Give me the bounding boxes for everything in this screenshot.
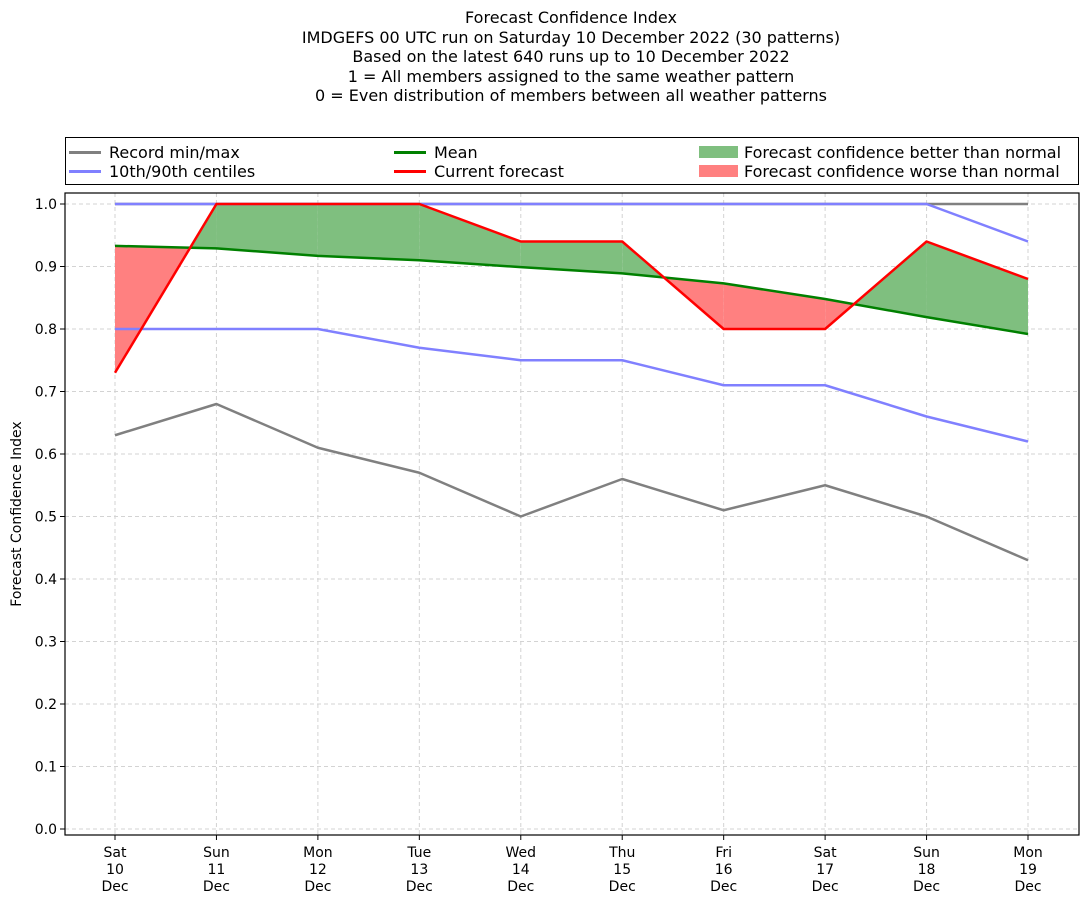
x-tick-label: Wed xyxy=(506,845,537,861)
series-line-10th-centile xyxy=(115,327,1029,443)
x-tick-label: 11 xyxy=(208,862,226,878)
title-line: Forecast Confidence Index xyxy=(465,8,677,27)
y-tick-label: 0.1 xyxy=(35,760,57,776)
x-tick-label: Thu xyxy=(608,845,635,861)
y-tick-label: 0.0 xyxy=(35,822,57,838)
x-tick-label: 14 xyxy=(512,862,530,878)
legend-swatch xyxy=(699,146,738,158)
legend-record: Record min/max xyxy=(69,142,240,162)
x-tick-label: Sun xyxy=(913,845,940,861)
legend-centiles: 10th/90th centiles xyxy=(69,161,255,181)
subtitle-line: Based on the latest 640 runs up to 10 De… xyxy=(352,47,790,66)
x-tick-label: Dec xyxy=(609,879,636,895)
y-tick-label: 0.5 xyxy=(35,510,57,526)
fill-better xyxy=(853,241,927,318)
legend-swatch xyxy=(699,165,738,177)
x-tick-label: Dec xyxy=(101,879,128,895)
fill-better xyxy=(419,204,521,268)
legend-label: Record min/max xyxy=(109,142,240,162)
legend-label: Current forecast xyxy=(434,161,564,181)
x-tick-label: 19 xyxy=(1019,862,1037,878)
legend-label: 10th/90th centiles xyxy=(109,161,256,181)
x-tick-label: 15 xyxy=(613,862,631,878)
x-tick-label: Sun xyxy=(203,845,230,861)
y-tick-label: 1.0 xyxy=(35,197,57,213)
x-tick-label: Sat xyxy=(814,845,837,861)
x-tick-label: Tue xyxy=(406,845,431,861)
x-tick-label: Mon xyxy=(303,845,333,861)
y-tick-label: 0.8 xyxy=(35,322,57,338)
subtitle-line: 1 = All members assigned to the same wea… xyxy=(347,66,795,86)
x-tick-label: 16 xyxy=(715,862,733,878)
x-tick-label: 10 xyxy=(106,862,124,878)
legend-label: Forecast confidence better than normal xyxy=(744,142,1062,162)
legend-swatch xyxy=(394,150,426,154)
fill-better xyxy=(520,241,623,274)
y-axis-label: Forecast Confidence Index xyxy=(9,421,25,606)
x-tick-label: 17 xyxy=(816,862,834,878)
y-tick-label: 0.2 xyxy=(35,697,57,713)
x-tick-label: Sat xyxy=(104,845,127,861)
series-line-record-min xyxy=(114,402,1029,562)
x-tick-label: 12 xyxy=(309,862,327,878)
subtitle-line: IMDGEFS 00 UTC run on Saturday 10 Decemb… xyxy=(301,27,841,47)
y-tick-label: 0.3 xyxy=(35,635,57,651)
y-tick-label: 0.6 xyxy=(35,447,57,463)
y-tick-label: 0.4 xyxy=(35,572,57,588)
x-tick-label: Dec xyxy=(406,879,433,895)
legend-label: Mean xyxy=(434,142,478,162)
legend-swatch xyxy=(394,169,426,173)
x-tick-label: Mon xyxy=(1013,845,1043,861)
x-tick-label: 13 xyxy=(410,862,428,878)
fill-worse xyxy=(723,283,826,329)
legend-swatch xyxy=(69,150,101,154)
legend-swatch xyxy=(69,169,101,173)
fill-better xyxy=(317,204,420,261)
legend: Record min/max 10th/90th centiles Mean C… xyxy=(65,137,1079,185)
x-tick-label: Dec xyxy=(812,879,839,895)
fill-better xyxy=(926,241,1028,334)
chart-title: Forecast Confidence Index IMDGEFS 00 UTC… xyxy=(0,8,1092,106)
x-tick-label: Dec xyxy=(507,879,534,895)
legend-current: Current forecast xyxy=(394,161,564,181)
legend-worse: Forecast confidence worse than normal xyxy=(699,161,1060,181)
x-tick-label: Dec xyxy=(203,879,230,895)
x-tick-label: Fri xyxy=(715,845,732,861)
series-line-mean xyxy=(114,244,1029,336)
series-line-current-forecast xyxy=(113,202,1029,374)
x-tick-label: Dec xyxy=(304,879,331,895)
legend-better: Forecast confidence better than normal xyxy=(699,142,1061,162)
x-tick-label: Dec xyxy=(1014,879,1041,895)
fill-better xyxy=(216,204,318,256)
x-tick-label: Dec xyxy=(710,879,737,895)
plot-frame xyxy=(64,192,1080,836)
subtitle-line: 0 = Even distribution of members between… xyxy=(314,86,828,105)
y-tick-label: 0.7 xyxy=(35,385,57,401)
y-tick-label: 0.9 xyxy=(35,260,57,276)
x-tick-label: Dec xyxy=(913,879,940,895)
legend-mean: Mean xyxy=(394,142,478,162)
legend-label: Forecast confidence worse than normal xyxy=(744,161,1060,181)
x-tick-label: 18 xyxy=(918,862,936,878)
